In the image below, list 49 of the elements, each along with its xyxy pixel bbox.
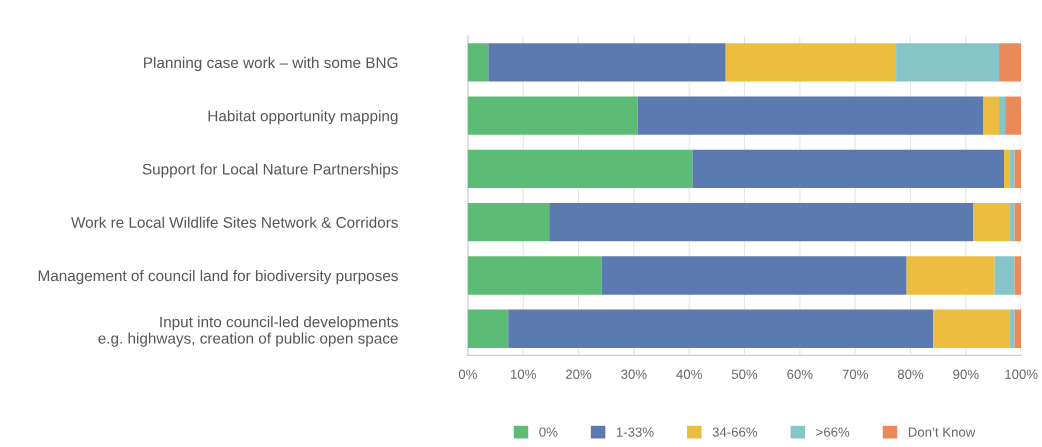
bar [467,256,602,295]
legend-label: Don’t Know [908,427,976,437]
legend-label: 0% [539,427,558,437]
bar [1004,149,1011,189]
x-tick-label: 50% [731,369,758,379]
bar [994,256,1015,295]
x-tick-label: 10% [510,369,536,379]
bar [467,96,638,135]
x-tick-label: 0% [458,369,477,379]
bar [906,256,995,295]
bar [973,203,1011,242]
y-tick-label: Input into council-led developments e.g. highways, creation of public open space [98,316,398,347]
bar [508,309,934,348]
bar [999,43,1022,82]
bar [637,96,984,135]
x-tick-label: 70% [842,369,868,379]
bar [1010,203,1015,242]
x-tick-label: 40% [676,369,702,379]
bar [999,96,1006,135]
bar [1010,149,1015,189]
bar [983,96,1000,135]
y-tick-label: Planning case work – with some BNG [144,56,398,72]
x-tick-label: 20% [565,369,592,379]
bar [1005,96,1022,135]
bar [725,43,897,82]
bar [1014,256,1022,295]
y-tick-label: Management of council land for biodiversity purposes [38,269,398,285]
x-tick-label: 100% [1005,369,1038,379]
bar [692,149,1005,189]
bar [467,203,550,242]
x-tick-label: 80% [897,369,924,379]
bar [467,309,509,348]
x-tick-label: 30% [621,369,647,379]
bar [467,43,489,82]
bar [601,256,907,295]
legend-label: 1-33% [616,427,654,437]
y-tick-label: Habitat opportunity mapping [208,110,398,125]
bar [1010,309,1015,348]
x-tick-label: 90% [953,369,979,379]
y-tick-label: Support for Local Nature Partnerships [142,163,398,178]
bar [933,309,1011,348]
y-tick-label: Work re Local Wildlife Sites Network & Corridors [71,216,398,228]
bar [549,203,974,242]
legend-label: >66% [816,427,850,437]
bar [896,43,1000,82]
x-tick-label: 60% [787,369,813,379]
legend-label: 34-66% [712,427,758,437]
bar [488,43,726,82]
bar [467,149,693,189]
